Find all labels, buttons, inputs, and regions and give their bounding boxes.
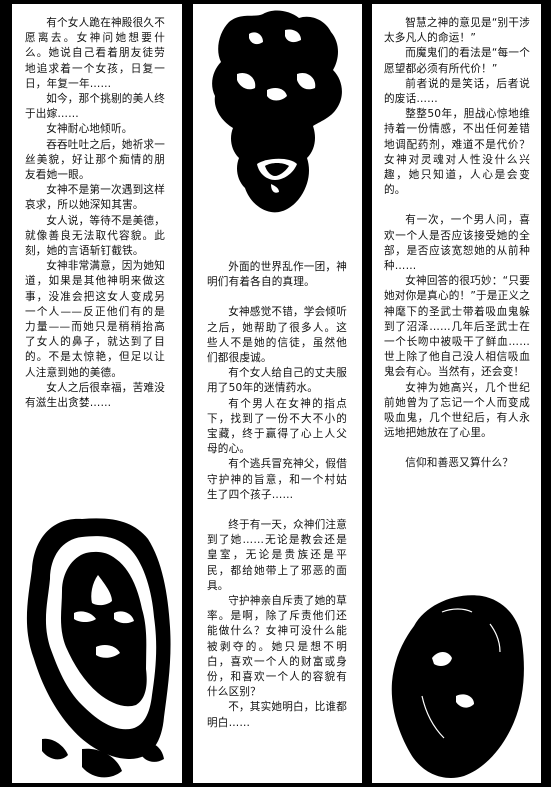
paragraph: 有个男人在女神的指点下，找到了一份不大不小的宝藏，终于赢得了心上人父母的心。 bbox=[207, 397, 347, 456]
paragraph: 而魔鬼们的看法是“每一个愿望都必须有所代价！” bbox=[384, 47, 530, 75]
mask-illustration bbox=[26, 518, 171, 778]
story-text-left: 有个女人跪在神殿很久不愿离去。女神问她想要什么。她说自己看着朋友徒劳地追求着一个… bbox=[25, 16, 165, 411]
paragraph: 前者说的是笑话，后者说的废话…… bbox=[384, 77, 530, 106]
paragraph: 有个女人给自己的丈夫服用了50年的迷情药水。 bbox=[207, 367, 347, 395]
paragraph: 有个女人跪在神殿很久不愿离去。女神问她想要什么。她说自己看着朋友徒劳地追求着一个… bbox=[25, 17, 165, 90]
paragraph: 不，其实她明白，比谁都明白…… bbox=[207, 701, 347, 729]
story-text-middle: 外面的世界乱作一团，神明们有着各自的真理。 女神感觉不错，学会倾听之后，她帮助了… bbox=[207, 260, 347, 731]
panel-right: 智慧之神的意见是“别干涉太多凡人的命运！” 而魔鬼们的看法是“每一个愿望都必须有… bbox=[372, 4, 541, 783]
mask-illustration bbox=[391, 595, 524, 778]
paragraph: 有一次，一个男人问，喜欢一个人是否应该接受她的全部，是否应该宽恕她的从前种种…… bbox=[384, 214, 530, 273]
panel-left: 有个女人跪在神殿很久不愿离去。女神问她想要什么。她说自己看着朋友徒劳地追求着一个… bbox=[12, 4, 182, 783]
mask-illustration bbox=[212, 10, 342, 213]
paragraph: 终于有一天，众神们注意到了她……无论是教会还是皇室，无论是贵族还是平民，都给她带… bbox=[207, 519, 347, 592]
paragraph: 如今，那个挑剔的美人终于出嫁…… bbox=[25, 93, 165, 121]
paragraph: 整整50年，胆战心惊地维持着一份情感，不出任何差错地调配药剂，难道不是代价？女神… bbox=[384, 108, 530, 197]
paragraph: 女神非常满意，因为她知道，如果是其他神明来做这事，没准会把这女人变成另一个人——… bbox=[25, 260, 165, 379]
paragraph: 吞吞吐吐之后，她祈求一丝美貌，好让那个痴情的朋友看她一眼。 bbox=[25, 138, 165, 182]
story-text-right: 智慧之神的意见是“别干涉太多凡人的命运！” 而魔鬼们的看法是“每一个愿望都必须有… bbox=[384, 16, 530, 472]
paragraph: 女神不是第一次遇到这样哀求，所以她深知其害。 bbox=[25, 184, 165, 212]
paragraph: 女神感觉不错，学会倾听之后，她帮助了很多人。这些人不是她的信徒，虽然他们都很虔诚… bbox=[207, 306, 347, 365]
paragraph: 女神为她高兴，几个世纪前她曾为了忘记一个人而变成吸血鬼，几个世纪后，有人永远地把… bbox=[384, 381, 530, 440]
paragraph: 信仰和善恶又算什么？ bbox=[405, 457, 514, 470]
paragraph: 外面的世界乱作一团，神明们有着各自的真理。 bbox=[207, 261, 347, 289]
paragraph: 女神耐心地倾听。 bbox=[46, 123, 133, 136]
paragraph: 智慧之神的意见是“别干涉太多凡人的命运！” bbox=[384, 17, 530, 45]
paragraph: 有个逃兵冒充神父，假借守护神的旨意，和一个村姑生了四个孩子…… bbox=[207, 458, 347, 501]
paragraph: 女人说，等待不是美德，就像善良无法取代容貌。此刻，她的言语斩钉截铁。 bbox=[25, 214, 165, 258]
paragraph: 女神回答的很巧妙：“只要她对你是真心的！”于是正义之神麾下的圣武士带着吸血鬼躲到… bbox=[384, 275, 531, 379]
paragraph: 守护神亲自斥责了她的草率。是啊，除了斥责他们还能做什么？女神可没什么能被剥夺的。… bbox=[207, 595, 347, 699]
paragraph: 女人之后很幸福，苦难没有滋生出贪婪…… bbox=[25, 381, 165, 410]
panel-middle: 外面的世界乱作一团，神明们有着各自的真理。 女神感觉不错，学会倾听之后，她帮助了… bbox=[193, 4, 362, 783]
